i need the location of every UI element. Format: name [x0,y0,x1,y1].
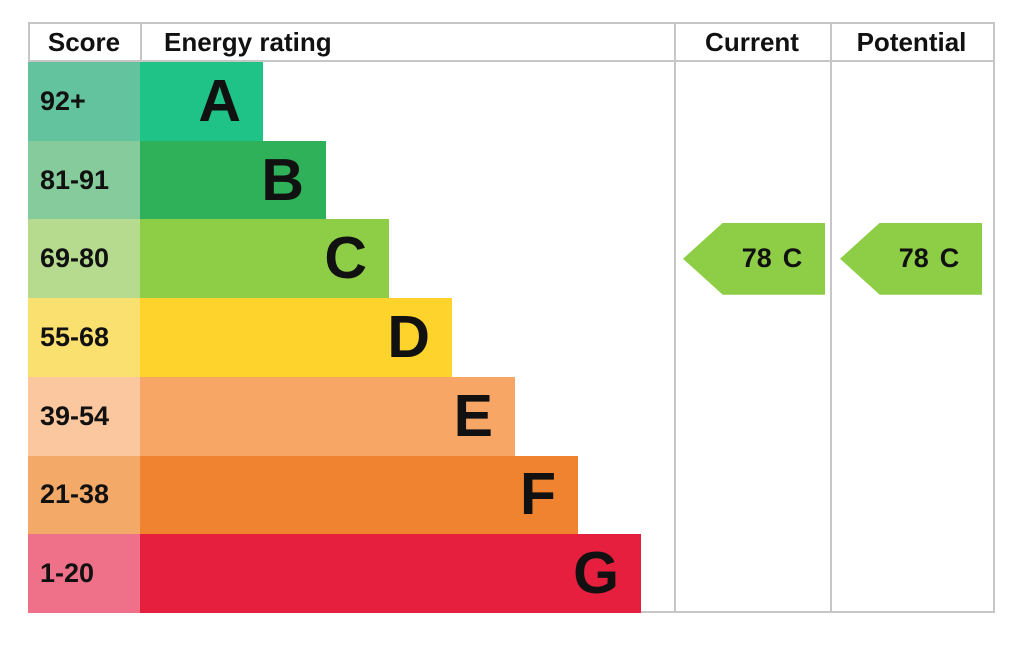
score-range-cell: 21-38 [28,455,140,535]
header-current: Current [705,27,799,57]
rating-table: Score Energy rating Current Potential 92… [28,22,995,614]
header-potential: Potential [856,27,967,57]
band-row: 81-91 B [28,140,995,220]
rating-bar: G [140,534,641,614]
header-energy-rating: Energy rating [164,27,332,57]
rating-bar: B [140,140,326,220]
rating-bar: C [140,219,389,299]
rating-bar: E [140,376,515,456]
band-rows: 92+ A 81-91 B 69-80 C 55-68 D 39-54 E 21… [28,62,995,614]
potential-band-letter: C [939,243,960,274]
band-row: 1-20 G [28,534,995,614]
grid-line-top [28,22,995,24]
score-range-cell: 81-91 [28,140,140,220]
potential-score-value: 78 [898,243,929,274]
band-row: 69-80 C [28,219,995,299]
grid-line-current-divider [830,22,832,613]
rating-bar: D [140,298,452,377]
band-row: 55-68 D [28,298,995,377]
band-row: 92+ A [28,62,995,141]
score-range-cell: 69-80 [28,219,140,299]
rating-bar: A [140,62,263,141]
score-range-cell: 39-54 [28,376,140,456]
score-range-cell: 55-68 [28,298,140,377]
band-row: 21-38 F [28,455,995,535]
header-score: Score [47,27,121,57]
grid-line-header-bottom [28,60,995,62]
grid-line-rating-divider [674,22,676,613]
score-range-cell: 92+ [28,62,140,141]
band-row: 39-54 E [28,376,995,456]
rating-bar: F [140,455,578,535]
score-range-cell: 1-20 [28,534,140,614]
grid-line-right [993,22,995,613]
current-score-value: 78 [741,243,772,274]
current-band-letter: C [782,243,803,274]
